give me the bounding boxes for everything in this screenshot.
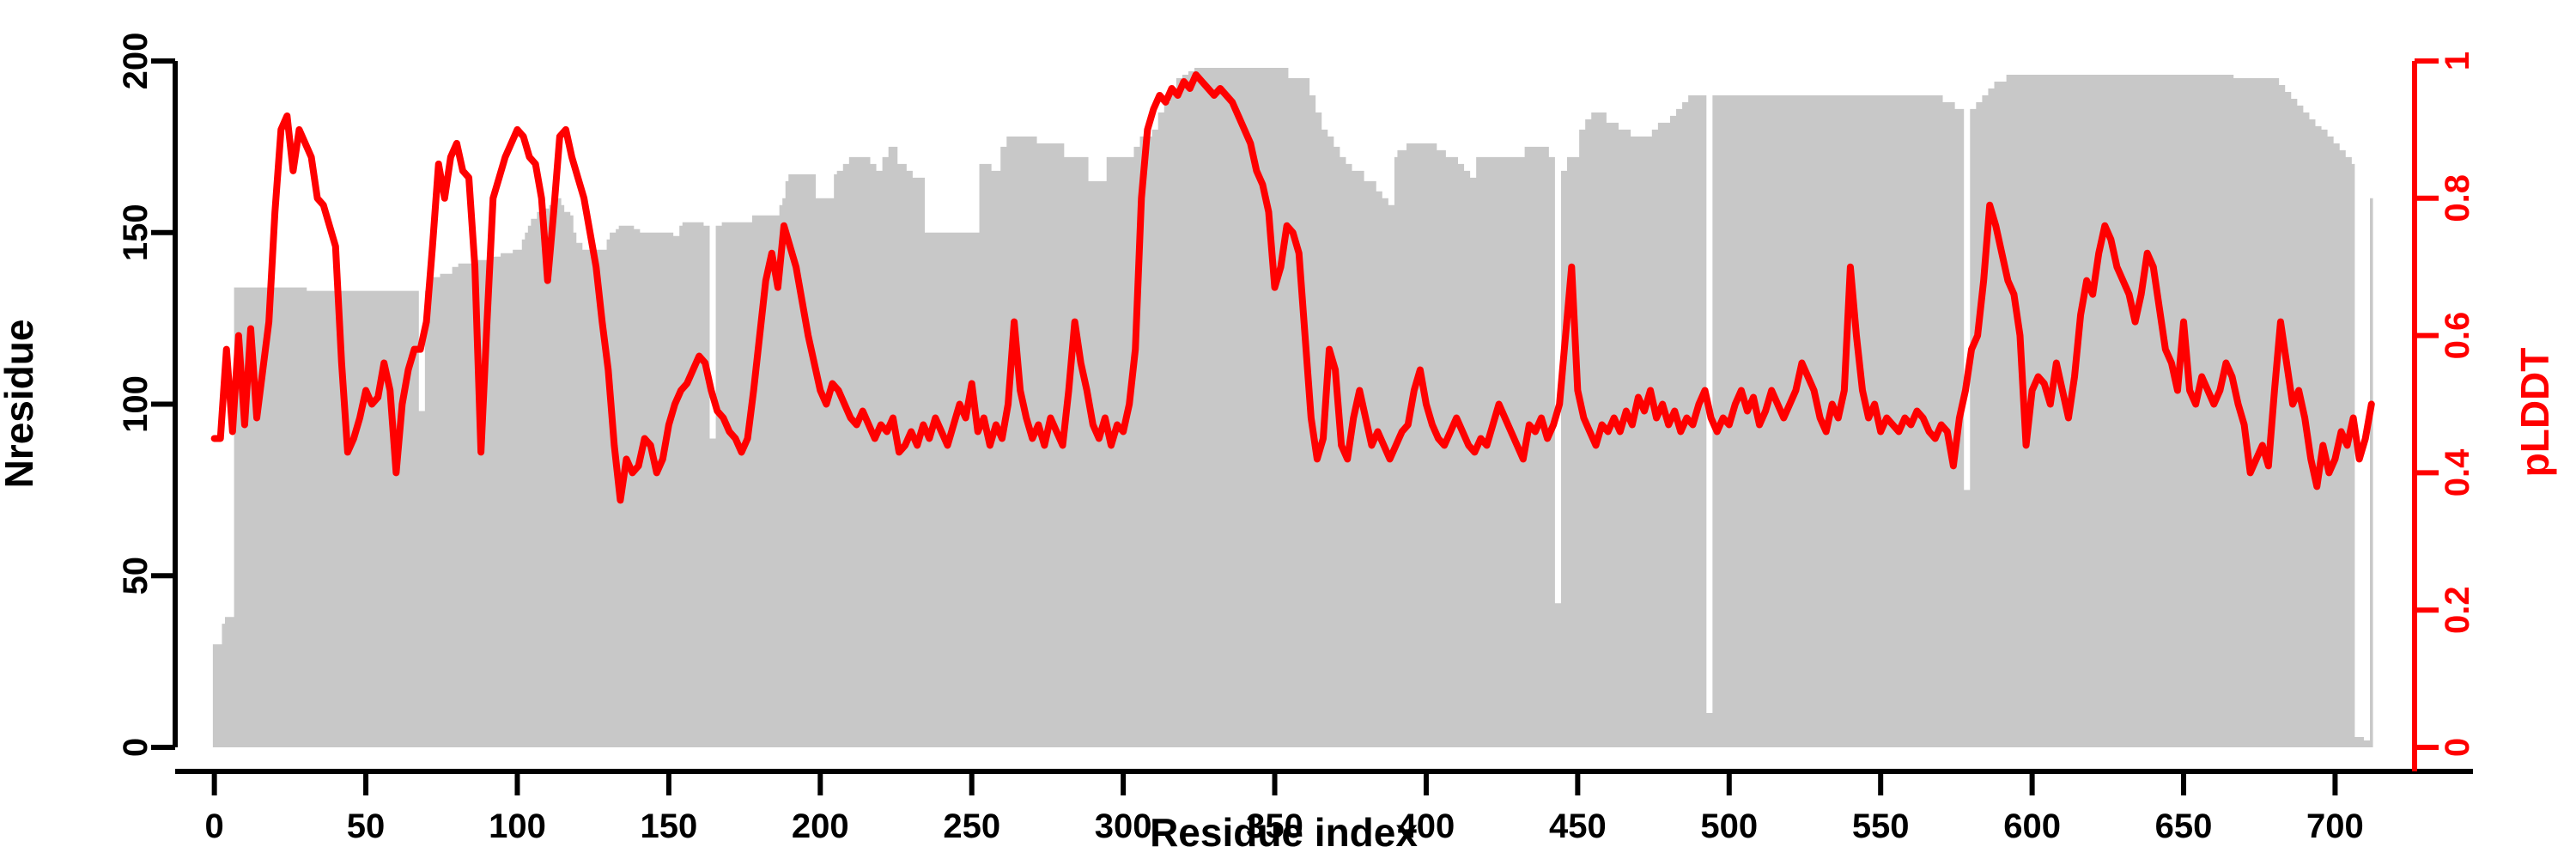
left-axis-tick-label: 0 [117,738,155,757]
right-axis: 0 0.2 0.4 0.6 0.8 1 [2412,52,2476,771]
bottom-axis-tick-label: 400 [1398,807,1455,845]
bottom-axis-tick-label: 450 [1549,807,1607,845]
bottom-axis-tick-label: 650 [2155,807,2213,845]
bottom-axis-tick-label: 200 [792,807,849,845]
bottom-axis-tick-label: 350 [1246,807,1303,845]
bottom-axis-tick-label: 500 [1700,807,1758,845]
right-axis-tick-label: 0.6 [2439,312,2476,360]
right-axis-label: pLDDT [2512,348,2557,478]
right-axis-tick-label: 0.2 [2439,586,2476,634]
bottom-axis-tick-label: 600 [2003,807,2061,845]
bottom-axis-tick-label: 300 [1095,807,1152,845]
left-axis-tick-label: 50 [117,557,155,595]
bottom-axis-label: Residue index [1150,810,1418,855]
bottom-axis-tick-label: 150 [641,807,698,845]
right-axis-tick-label: 0.4 [2439,448,2476,497]
left-axis-label: Nresidue [0,320,41,489]
bottom-axis: 0 50 100 150 200 250 300 350 400 450 500 550 600 650 7… [175,769,2473,845]
bottom-axis-tick-label: 50 [347,807,386,845]
left-axis: 0 50 100 150 200 [117,33,178,757]
plddt-polyline [210,70,2375,504]
bottom-axis-tick-label: 700 [2306,807,2364,845]
left-axis-tick-label: 200 [117,33,155,90]
right-axis-tick-label: 0.8 [2439,174,2476,222]
right-axis-tick-label: 0 [2439,738,2476,757]
bottom-axis-tick-label: 250 [943,807,1000,845]
bottom-axis-tick-label: 0 [205,807,224,845]
bottom-axis-tick-label: 550 [1852,807,1910,845]
nresidue-bar-area [212,67,2373,748]
left-axis-tick-label: 150 [117,204,155,261]
nresidue-bars [212,67,2373,748]
bottom-axis-tick-label: 100 [489,807,546,845]
right-axis-tick-label: 1 [2439,52,2476,70]
plddt-line [210,70,2375,504]
left-axis-tick-label: 100 [117,375,155,433]
